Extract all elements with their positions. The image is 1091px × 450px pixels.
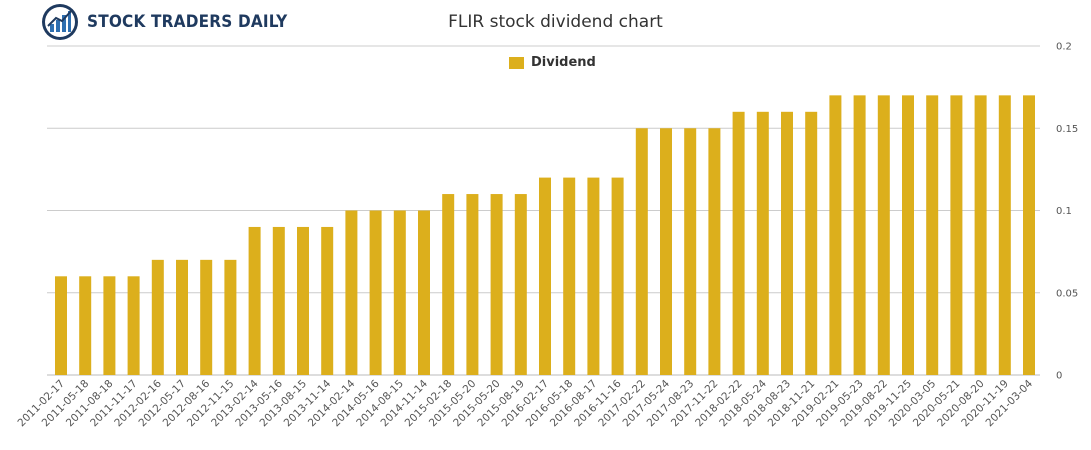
bar[interactable]	[611, 177, 624, 375]
legend-label: Dividend	[531, 55, 596, 70]
legend-swatch	[509, 56, 524, 69]
bar[interactable]	[490, 194, 503, 375]
bar[interactable]	[393, 210, 406, 376]
bar[interactable]	[272, 226, 285, 375]
bar[interactable]	[79, 276, 92, 375]
bar[interactable]	[998, 95, 1011, 375]
bar[interactable]	[1023, 95, 1035, 375]
bar[interactable]	[781, 111, 793, 376]
bar[interactable]	[224, 259, 237, 375]
bar[interactable]	[756, 111, 769, 376]
y-axis-ticks: 0 0.05 0.1 0.15 0.2	[1056, 42, 1078, 382]
bar[interactable]	[200, 259, 213, 375]
bar[interactable]	[587, 177, 600, 375]
bar[interactable]	[902, 95, 914, 375]
bar[interactable]	[248, 226, 261, 375]
bar[interactable]	[732, 111, 745, 376]
bar[interactable]	[442, 194, 455, 375]
bar[interactable]	[974, 95, 987, 375]
bar[interactable]	[926, 95, 939, 375]
bar[interactable]	[103, 276, 116, 375]
bar[interactable]	[635, 128, 648, 375]
bar[interactable]	[55, 276, 67, 375]
y-tick-label: 0.15	[1056, 124, 1078, 135]
bar[interactable]	[829, 95, 842, 375]
bar-chart-globe-icon	[42, 4, 78, 40]
bar[interactable]	[877, 95, 890, 375]
bar[interactable]	[539, 177, 551, 375]
bar[interactable]	[418, 210, 430, 376]
bars	[55, 95, 1035, 376]
bar[interactable]	[514, 194, 527, 375]
bar[interactable]	[151, 259, 164, 375]
bar[interactable]	[708, 128, 721, 375]
y-tick-label: 0.2	[1056, 42, 1072, 53]
logo: STOCK TRADERS DAILY	[40, 2, 287, 42]
y-tick-label: 0.1	[1056, 206, 1072, 217]
logo-text: STOCK TRADERS DAILY	[87, 12, 288, 32]
y-tick-label: 0.05	[1056, 288, 1078, 299]
bar[interactable]	[369, 210, 382, 376]
bar[interactable]	[950, 95, 963, 375]
bar[interactable]	[660, 128, 672, 375]
bar[interactable]	[466, 194, 479, 375]
bar[interactable]	[853, 95, 866, 375]
legend[interactable]: Dividend	[509, 55, 596, 70]
chart-title: FLIR stock dividend chart	[448, 12, 663, 32]
bar[interactable]	[176, 259, 188, 375]
bar[interactable]	[345, 210, 358, 376]
bar[interactable]	[563, 177, 576, 375]
bar[interactable]	[805, 111, 818, 376]
y-tick-label: 0	[1056, 371, 1062, 382]
bar[interactable]	[297, 226, 309, 375]
bar[interactable]	[321, 226, 334, 375]
x-axis-ticks: 2011-02-172011-05-182011-08-182011-11-17…	[15, 377, 1035, 429]
bar[interactable]	[127, 276, 140, 375]
bar[interactable]	[684, 128, 697, 375]
